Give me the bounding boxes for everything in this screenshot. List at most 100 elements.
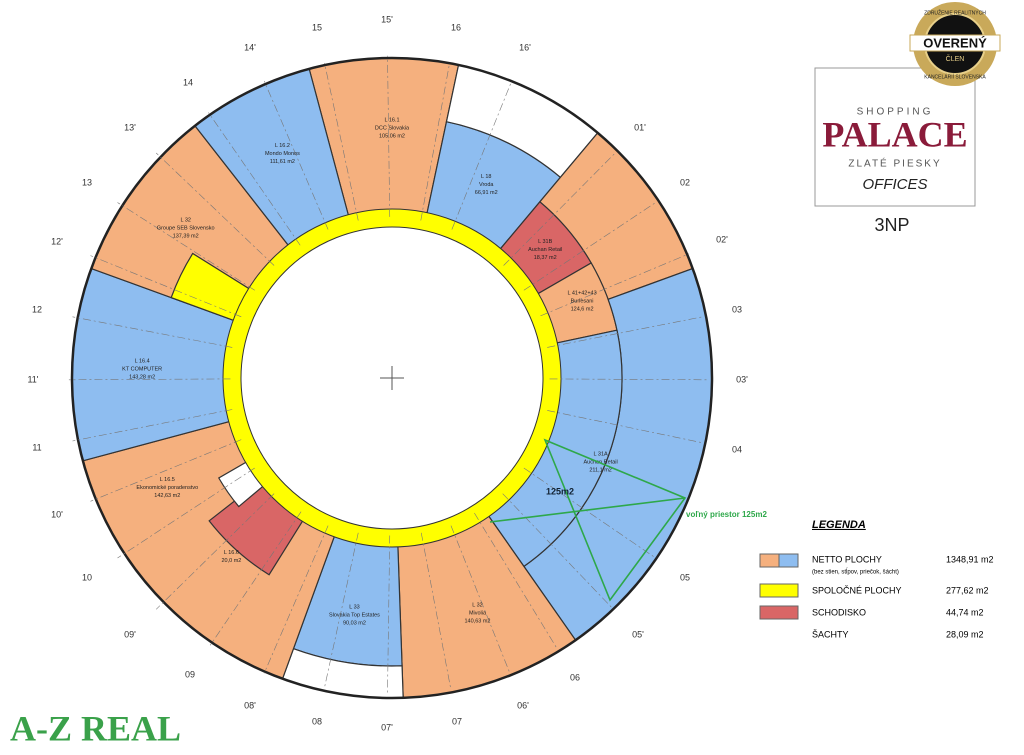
grid-axis bbox=[117, 202, 255, 291]
grid-axis bbox=[72, 316, 233, 348]
legend-area: 277,62 m2 bbox=[946, 585, 989, 595]
corridor-edge bbox=[222, 208, 562, 548]
room-name: Ekonomické poradenstvo bbox=[136, 485, 198, 491]
room-area: 140,63 m2 bbox=[465, 618, 491, 624]
legend-swatch bbox=[759, 553, 780, 568]
room-name: Mondo Monos bbox=[265, 151, 300, 157]
logo-shopping: SHOPPING bbox=[857, 107, 934, 118]
room-area: 142,63 m2 bbox=[154, 493, 180, 499]
room-name: DCC Slovakia bbox=[375, 125, 410, 131]
room-id: L 16.5 bbox=[160, 477, 175, 483]
grid-axis bbox=[523, 202, 656, 291]
grid-axis bbox=[387, 535, 391, 694]
badge-bottom: KANCELÁRIÍ SLOVENSKA bbox=[924, 73, 986, 80]
room-name: Slovakia Top Estates bbox=[329, 612, 380, 618]
grid-label: 11' bbox=[27, 374, 38, 384]
grid-axis bbox=[450, 525, 511, 674]
grid-axis bbox=[68, 378, 231, 381]
grid-label: 06' bbox=[517, 700, 529, 710]
room-id: L 31A bbox=[594, 452, 609, 458]
grid-axis bbox=[474, 512, 557, 649]
legend-area: 44,74 m2 bbox=[946, 607, 984, 617]
badge-top: ZDRUŽENIE REALITNÝCH bbox=[924, 8, 986, 16]
grid-axis bbox=[324, 532, 359, 688]
grid-axis bbox=[387, 55, 391, 217]
legend-note: (bez stien, stĺpov, priečok, šácht) bbox=[812, 569, 899, 576]
room-id: L 32 bbox=[472, 602, 483, 608]
logo-location: ZLATÉ PIESKY bbox=[848, 157, 941, 170]
room-id: L 32 bbox=[180, 218, 191, 224]
room-area: 90,03 m2 bbox=[343, 620, 366, 626]
grid-axis bbox=[502, 493, 614, 610]
legend-area: 1348,91 m2 bbox=[946, 554, 994, 564]
grid-axis bbox=[523, 467, 656, 559]
grid-label: 12 bbox=[32, 304, 42, 314]
grid-label: 06 bbox=[570, 672, 580, 682]
room-area: 105,06 m2 bbox=[379, 133, 405, 139]
room-name: Auchan Retail bbox=[528, 247, 562, 253]
grid-label: 13 bbox=[82, 177, 92, 187]
logo-palace: PALACE bbox=[822, 114, 967, 154]
grid-axis bbox=[324, 62, 359, 221]
logo-box bbox=[814, 67, 976, 207]
room-name: Groupe SEB Slovensko bbox=[157, 226, 215, 232]
grid-label: 02' bbox=[716, 234, 728, 244]
area-annotation: 125m2 bbox=[546, 486, 574, 496]
badge-sub: ČLEN bbox=[946, 54, 965, 63]
room-area: 18,37 m2 bbox=[534, 255, 557, 261]
grid-label: 10' bbox=[51, 509, 63, 519]
grid-axis bbox=[540, 253, 690, 317]
grid-label: 03' bbox=[736, 374, 748, 384]
grid-axis bbox=[72, 409, 233, 442]
legend-swatch bbox=[759, 605, 799, 620]
legend-label: ŠACHTY bbox=[812, 629, 849, 639]
grid-label: 09' bbox=[124, 629, 136, 639]
grid-label: 04 bbox=[732, 444, 742, 454]
room-area: 111,61 m2 bbox=[270, 159, 295, 165]
room-id: L 41+42+43 bbox=[567, 291, 596, 297]
room-id: L 16.1 bbox=[384, 117, 399, 123]
legend: LEGENDA NETTO PLOCHY (bez stien, stĺpov,… bbox=[759, 519, 994, 639]
grid-axis bbox=[547, 316, 703, 348]
room-name: Vroda bbox=[479, 182, 494, 188]
grid-axis bbox=[155, 152, 275, 266]
floor-label: 3NP bbox=[874, 215, 909, 235]
legend-swatch bbox=[759, 583, 799, 598]
grid-axis bbox=[451, 80, 512, 230]
legend-swatch bbox=[778, 553, 799, 568]
grid-label: 14 bbox=[183, 77, 193, 87]
grid-label: 08' bbox=[244, 700, 256, 710]
grid-label: 05' bbox=[632, 629, 644, 639]
room-id: L 16.2 bbox=[275, 143, 290, 149]
logo-offices: OFFICES bbox=[862, 176, 927, 193]
room-name: Mivolia bbox=[469, 610, 487, 616]
grid-axis bbox=[263, 80, 329, 230]
room-name: KT COMPUTER bbox=[122, 367, 162, 373]
grid-axis bbox=[90, 439, 242, 502]
grid-axis bbox=[117, 467, 255, 559]
room-area: 66,91 m2 bbox=[475, 190, 498, 196]
grid-axis bbox=[209, 511, 302, 646]
grid-label: 03 bbox=[732, 304, 742, 314]
grid-label: 05 bbox=[680, 572, 690, 582]
grid-label: 16' bbox=[519, 42, 531, 52]
grid-axis bbox=[420, 62, 450, 221]
legend-label: SCHODISKO bbox=[812, 607, 866, 617]
room-name: Burlesani bbox=[571, 299, 594, 305]
grid-label: 15 bbox=[312, 22, 322, 32]
grid-axis bbox=[503, 152, 616, 266]
room-area: 211,1 m2 bbox=[589, 468, 612, 474]
grid-label: 07 bbox=[452, 716, 462, 726]
room-id: L 31B bbox=[538, 239, 553, 245]
facade bbox=[70, 56, 714, 700]
legend-title: LEGENDA bbox=[812, 519, 866, 531]
legend-label: NETTO PLOCHY bbox=[812, 554, 882, 564]
room-area: 137,39 m2 bbox=[173, 234, 199, 240]
free-space-label: voľný priestor 125m2 bbox=[686, 510, 767, 519]
grid-label: 01' bbox=[634, 122, 646, 132]
badge-main: OVERENÝ bbox=[923, 35, 987, 50]
floor-plan: 14' 15 15' 16 16' 01' 02 02' 03 03' 04 05 05' 06 06' 07… bbox=[27, 14, 767, 732]
agency-logo: A-Z REAL bbox=[10, 708, 181, 748]
grid-label: 16 bbox=[451, 22, 461, 32]
grid-label: 08 bbox=[312, 716, 322, 726]
